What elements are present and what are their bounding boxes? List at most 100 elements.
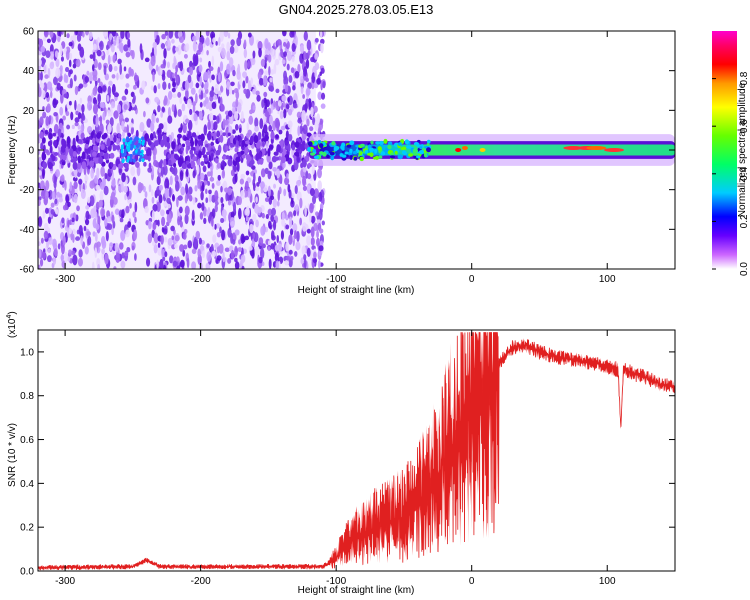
spectrogram-speckle: [255, 90, 260, 96]
spectrogram-speckle: [81, 114, 86, 121]
spectrogram-band-speckle: [230, 143, 235, 148]
spectrogram-speckle: [132, 211, 136, 218]
spectrogram-band-speckle: [166, 142, 171, 150]
spectrogram-band-speckle: [280, 156, 287, 164]
spectrogram-speckle: [53, 248, 58, 257]
spectrogram-speckle: [312, 117, 316, 126]
spectrogram-speckle: [38, 264, 41, 269]
spectrogram-band-speckle: [81, 161, 87, 170]
spectrogram-speckle: [185, 183, 189, 194]
spectrogram-band-speckle: [103, 132, 108, 139]
spectrogram-band-speckle: [200, 133, 205, 142]
spectrogram-speckle: [147, 167, 153, 173]
spectrogram-band-speckle: [44, 149, 50, 154]
spectrogram-speckle: [304, 102, 308, 112]
spectrogram-speckle: [258, 47, 262, 58]
spectrogram-band-speckle: [80, 155, 86, 160]
spectrogram-speckle: [211, 74, 215, 81]
spectrogram-speckle: [197, 179, 201, 189]
spectrogram-speckle: [169, 175, 173, 186]
spectrogram-ytick-label: 0: [28, 146, 34, 157]
spectrogram-speckle: [234, 173, 238, 183]
spectrogram-speckle: [73, 193, 78, 204]
spectrogram-speckle: [56, 82, 61, 91]
spectrogram-speckle: [190, 87, 196, 95]
spectrogram-band-speckle: [98, 156, 103, 165]
spectrogram-speckle: [95, 184, 101, 191]
spectrogram-speckle: [316, 78, 321, 85]
spectrogram-band-speckle: [62, 154, 67, 160]
spectrogram-speckle: [97, 77, 101, 83]
spectrogram-speckle: [299, 44, 305, 53]
spectrogram-speckle: [228, 57, 234, 67]
signal-band-blob: [326, 154, 330, 159]
spectrogram-speckle: [223, 31, 229, 38]
spectrogram-speckle: [178, 127, 183, 133]
spectrogram-speckle: [214, 83, 219, 95]
spectrogram-band-speckle: [94, 146, 99, 151]
spectrogram-speckle: [198, 237, 202, 245]
spectrogram-speckle: [268, 124, 273, 132]
spectrogram-speckle: [211, 216, 214, 227]
spectrogram-speckle: [199, 101, 203, 108]
spectrogram-speckle: [68, 59, 72, 68]
spectrogram-speckle: [90, 208, 96, 219]
spectrogram-band-speckle: [240, 150, 245, 155]
spectrogram-band-speckle: [99, 151, 104, 157]
spectrogram-xtick-label: -300: [55, 274, 75, 285]
spectrogram-speckle: [271, 207, 276, 216]
spectrogram-speckle: [49, 44, 54, 54]
spectrogram-speckle: [213, 121, 218, 131]
spectrogram-speckle: [255, 196, 258, 203]
spectrogram-speckle: [120, 31, 125, 40]
spectrogram-speckle: [313, 251, 317, 259]
spectrogram-speckle: [274, 117, 280, 129]
spectrogram-speckle: [234, 257, 238, 263]
spectrogram-speckle: [297, 99, 300, 108]
spectrogram-band-speckle: [135, 161, 140, 168]
spectrogram-hotspot: [129, 158, 133, 163]
spectrogram-speckle: [314, 37, 319, 43]
spectrogram-speckle: [153, 85, 157, 94]
spectrogram-speckle: [38, 58, 42, 67]
spectrogram-speckle: [173, 104, 177, 114]
signal-band-blob: [401, 146, 407, 150]
spectrogram-band-speckle: [78, 146, 82, 152]
spectrogram-speckle: [320, 103, 326, 109]
spectrogram-band-speckle: [225, 145, 229, 151]
spectrogram-band-speckle: [264, 134, 269, 142]
spectrogram-speckle: [226, 41, 230, 52]
spectrogram-speckle: [55, 58, 60, 68]
spectrogram-speckle: [310, 106, 314, 118]
spectrogram-speckle: [172, 193, 175, 201]
spectrogram-speckle: [234, 245, 238, 257]
signal-band-hotspot: [455, 148, 462, 152]
spectrogram-speckle: [169, 255, 174, 264]
spectrogram-band-speckle: [69, 148, 74, 157]
spectrogram-speckle: [277, 243, 283, 252]
spectrogram-speckle: [96, 167, 100, 179]
spectrogram-speckle: [111, 227, 114, 236]
spectrogram-hotspot: [137, 151, 141, 156]
spectrogram-speckle: [303, 31, 308, 41]
spectrogram-speckle: [130, 166, 136, 177]
spectrogram-speckle: [153, 243, 158, 254]
spectrogram-speckle: [184, 80, 190, 92]
spectrogram-band-speckle: [275, 134, 279, 139]
spectrogram-speckle: [147, 233, 153, 244]
spectrogram-speckle: [102, 31, 108, 37]
spectrogram-speckle: [306, 235, 311, 246]
spectrogram-speckle: [124, 193, 127, 201]
spectrogram-speckle: [75, 236, 81, 241]
spectrogram-speckle: [228, 199, 232, 206]
spectrogram-speckle: [177, 109, 182, 117]
spectrogram-speckle: [186, 175, 190, 183]
spectrogram-speckle: [89, 137, 93, 148]
spectrogram-speckle: [68, 100, 72, 106]
signal-band-blob: [394, 150, 398, 155]
signal-band-blob: [404, 139, 410, 145]
spectrogram-speckle: [119, 63, 123, 75]
spectrogram-speckle: [264, 111, 270, 118]
spectrogram-speckle: [306, 39, 312, 51]
signal-band-hotspot: [604, 148, 625, 152]
